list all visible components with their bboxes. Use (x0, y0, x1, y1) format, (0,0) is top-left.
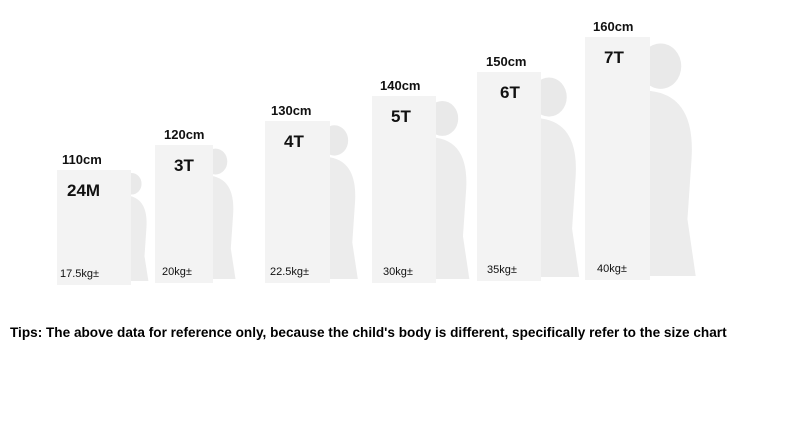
silhouette-head (639, 43, 682, 89)
weight-label: 40kg± (597, 263, 627, 275)
silhouette-body (533, 117, 580, 277)
size-item: 140cm 5T 30kg± (372, 78, 470, 283)
size-label: 24M (67, 181, 100, 200)
height-label: 140cm (380, 78, 420, 93)
size-panel (57, 170, 131, 285)
weight-label: 30kg± (383, 266, 413, 278)
size-panel (477, 72, 541, 281)
size-label: 6T (500, 83, 520, 102)
height-label: 160cm (593, 19, 633, 34)
size-panel (265, 121, 330, 283)
silhouette-body (322, 156, 358, 279)
height-label: 150cm (486, 54, 526, 69)
size-item: 160cm 7T 40kg± (585, 19, 696, 280)
size-panel (155, 145, 213, 283)
size-label: 3T (174, 156, 194, 175)
height-label: 130cm (271, 103, 311, 118)
items: 110cm 24M 17.5kg± 120cm 3T 20kg± 130cm 4T 22.5kg… (57, 19, 696, 285)
height-label: 110cm (62, 152, 102, 167)
size-label: 7T (604, 48, 624, 67)
size-panel (585, 37, 650, 280)
height-label: 120cm (164, 127, 204, 142)
size-label: 4T (284, 132, 304, 151)
size-item: 110cm 24M 17.5kg± (57, 152, 149, 285)
size-item: 120cm 3T 20kg± (155, 127, 236, 283)
weight-label: 17.5kg± (60, 268, 99, 280)
size-item: 150cm 6T 35kg± (477, 54, 580, 281)
silhouette-body (642, 90, 696, 277)
weight-label: 20kg± (162, 266, 192, 278)
size-label: 5T (391, 107, 411, 126)
silhouette-body (428, 137, 470, 279)
weight-label: 22.5kg± (270, 266, 309, 278)
size-item: 130cm 4T 22.5kg± (265, 103, 358, 283)
weight-label: 35kg± (487, 264, 517, 276)
tips: Tips: The above data for reference only,… (10, 325, 727, 340)
size-panel (372, 96, 436, 283)
